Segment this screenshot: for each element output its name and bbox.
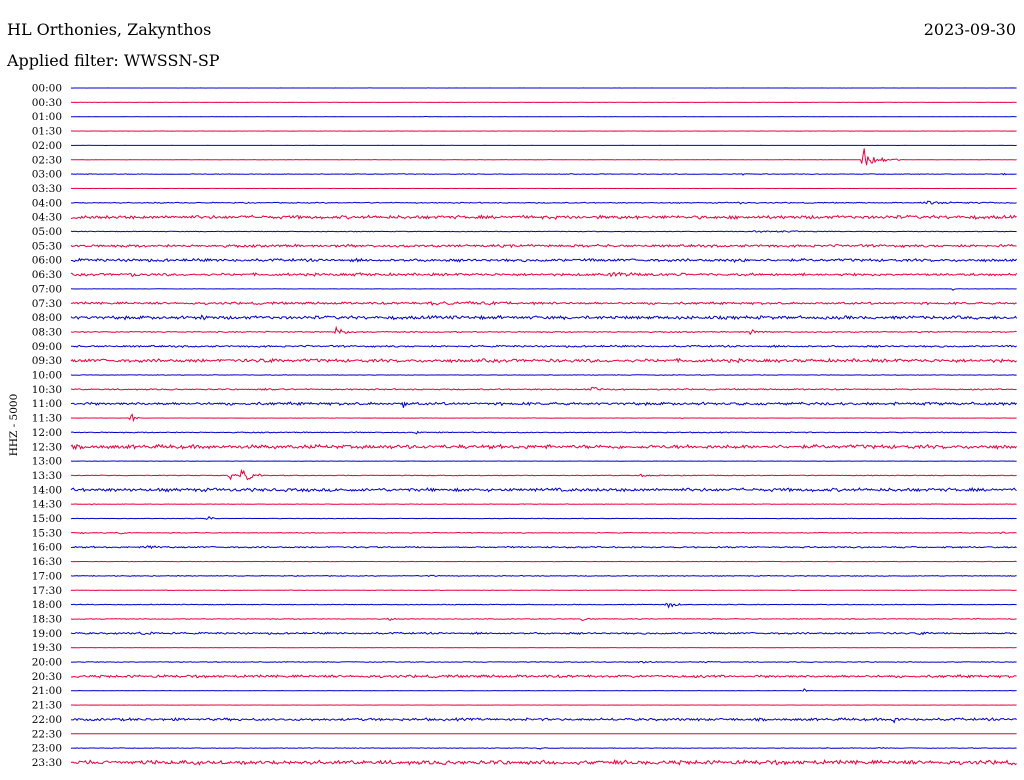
- trace-line: [70, 602, 1017, 609]
- trace-line: [70, 374, 1017, 376]
- trace-line: [70, 148, 1017, 166]
- time-tick-label: 00:30: [32, 97, 62, 109]
- time-tick-label: 09:30: [32, 355, 62, 367]
- time-tick-label: 05:30: [32, 240, 62, 252]
- trace-line: [70, 468, 1017, 481]
- trace-line: [71, 386, 1017, 391]
- time-tick-label: 18:30: [32, 613, 62, 625]
- seismic-traces: [70, 87, 1018, 766]
- time-tick-label: 08:00: [32, 312, 62, 324]
- time-tick-label: 05:00: [32, 226, 62, 238]
- time-tick-label: 14:30: [32, 499, 62, 511]
- trace-line: [70, 230, 1017, 234]
- trace-line: [70, 325, 1017, 336]
- trace-line: [70, 531, 1017, 535]
- time-tick-labels: 00:00 00:30 01:00 01:30 02:00 02:30 03:00 03:30…: [32, 83, 62, 769]
- time-tick-label: 07:30: [32, 298, 62, 310]
- time-tick-label: 23:30: [32, 757, 62, 769]
- time-tick-label: 17:00: [32, 570, 62, 582]
- time-tick-label: 21:00: [32, 685, 62, 697]
- time-tick-label: 20:30: [32, 671, 62, 683]
- time-tick-label: 16:00: [32, 542, 62, 554]
- time-tick-label: 10:00: [32, 370, 62, 382]
- time-tick-label: 19:30: [32, 642, 62, 654]
- time-tick-label: 23:00: [32, 743, 62, 755]
- trace-line: [70, 747, 1017, 750]
- trace-line: [70, 443, 1017, 451]
- trace-line: [70, 486, 1017, 493]
- time-tick-label: 15:30: [32, 527, 62, 539]
- time-tick-label: 22:30: [32, 728, 62, 740]
- trace-line: [70, 503, 1017, 506]
- trace-line: [71, 130, 1017, 132]
- trace-line: [70, 688, 1017, 692]
- time-tick-label: 13:30: [32, 470, 62, 482]
- time-tick-label: 12:30: [32, 441, 62, 453]
- trace-line: [71, 200, 1017, 205]
- time-tick-label: 03:30: [32, 183, 62, 195]
- trace-line: [71, 344, 1017, 349]
- trace-line: [70, 357, 1017, 364]
- trace-line: [70, 660, 1017, 664]
- trace-line: [71, 257, 1018, 264]
- time-tick-label: 00:00: [32, 83, 62, 95]
- time-tick-label: 21:30: [32, 700, 62, 712]
- trace-line: [70, 617, 1017, 622]
- time-tick-label: 08:30: [32, 326, 62, 338]
- station-title: HL Orthonies, Zakynthos: [7, 20, 211, 39]
- time-tick-label: 18:00: [32, 599, 62, 611]
- time-tick-label: 02:00: [32, 140, 62, 152]
- time-tick-label: 09:00: [32, 341, 62, 353]
- time-tick-label: 06:00: [32, 255, 62, 267]
- time-tick-label: 16:30: [32, 556, 62, 568]
- trace-line: [70, 574, 1017, 577]
- time-tick-label: 22:00: [32, 714, 62, 726]
- time-tick-label: 01:00: [32, 111, 62, 123]
- trace-line: [70, 214, 1017, 221]
- time-tick-label: 11:30: [32, 413, 62, 425]
- trace-line: [70, 560, 1017, 563]
- time-tick-label: 06:30: [32, 269, 62, 281]
- filter-label: Applied filter: WWSSN-SP: [6, 51, 220, 70]
- trace-line: [70, 631, 1017, 636]
- time-tick-label: 10:30: [32, 384, 62, 396]
- time-tick-label: 15:00: [32, 513, 62, 525]
- trace-line: [70, 717, 1017, 724]
- time-tick-label: 20:00: [32, 657, 62, 669]
- trace-line: [70, 430, 1017, 435]
- time-tick-label: 19:00: [32, 628, 62, 640]
- time-tick-label: 13:00: [32, 456, 62, 468]
- time-tick-label: 02:30: [32, 154, 62, 166]
- trace-line: [70, 401, 1017, 408]
- trace-line: [70, 515, 1017, 521]
- time-tick-label: 12:00: [32, 427, 62, 439]
- time-tick-label: 01:30: [32, 126, 62, 138]
- time-tick-label: 04:00: [32, 197, 62, 209]
- trace-line: [70, 314, 1018, 321]
- trace-line: [70, 300, 1017, 307]
- trace-line: [70, 413, 1017, 423]
- time-tick-label: 11:00: [32, 398, 62, 410]
- time-tick-label: 17:30: [32, 585, 62, 597]
- y-axis-label: HHZ - 5000: [8, 394, 20, 457]
- trace-line: [70, 674, 1017, 679]
- trace-line: [70, 288, 1017, 291]
- time-tick-label: 07:00: [32, 283, 62, 295]
- trace-line: [70, 243, 1017, 249]
- time-tick-label: 03:00: [32, 169, 62, 181]
- date-label: 2023-09-30: [924, 20, 1016, 39]
- trace-line: [70, 172, 1017, 176]
- trace-line: [70, 271, 1018, 278]
- time-tick-label: 14:00: [32, 484, 62, 496]
- trace-line: [70, 589, 1017, 592]
- trace-line: [70, 758, 1017, 766]
- time-tick-label: 04:30: [32, 212, 62, 224]
- trace-line: [70, 545, 1017, 550]
